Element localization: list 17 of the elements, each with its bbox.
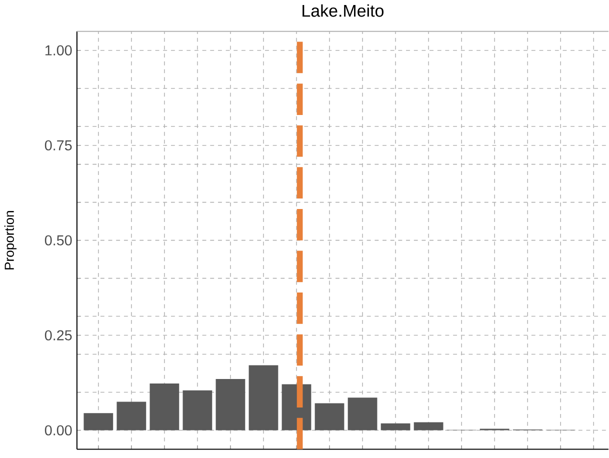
y-tick-label: 0.00 bbox=[44, 425, 72, 436]
bar bbox=[314, 403, 344, 430]
bar bbox=[150, 383, 180, 430]
bar bbox=[248, 365, 278, 430]
bar bbox=[182, 390, 212, 430]
bar bbox=[216, 378, 246, 430]
bar bbox=[380, 423, 410, 430]
y-tick-label: 0.50 bbox=[44, 235, 72, 246]
bar bbox=[348, 397, 378, 430]
bar bbox=[414, 422, 444, 430]
chart-title: Lake.Meito bbox=[302, 4, 384, 17]
bar bbox=[84, 413, 114, 430]
y-tick-label: 1.00 bbox=[45, 45, 72, 56]
y-tick-label: 0.25 bbox=[44, 330, 72, 340]
y-axis-title: Proportion bbox=[4, 210, 17, 270]
y-tick-label: 0.75 bbox=[44, 140, 72, 150]
bar bbox=[116, 402, 146, 430]
